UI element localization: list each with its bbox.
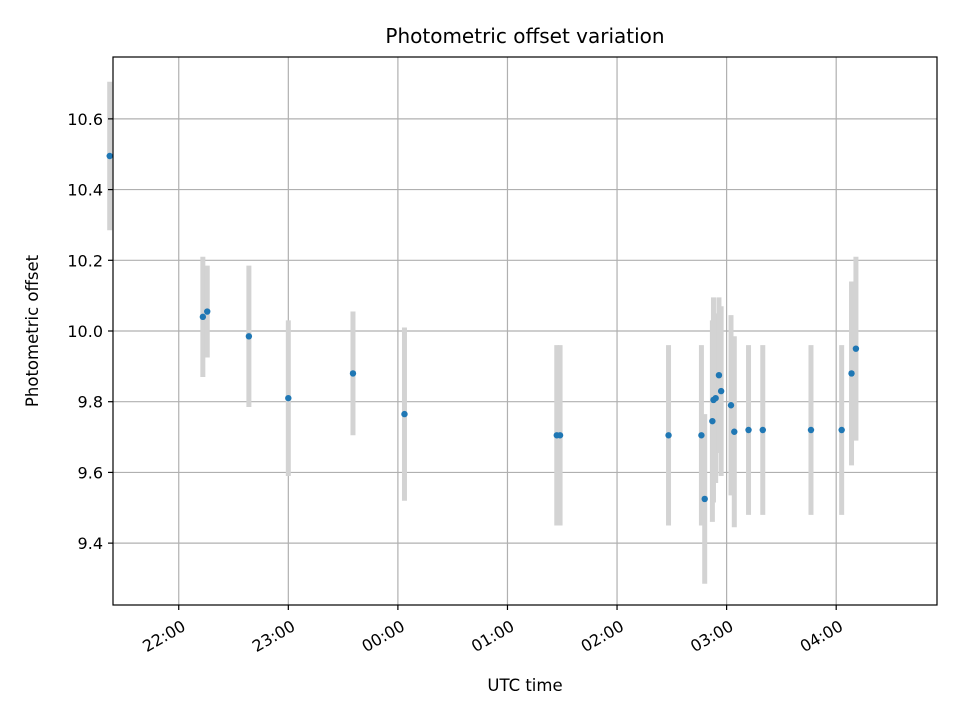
data-point xyxy=(712,394,719,402)
data-point xyxy=(199,313,207,321)
data-point xyxy=(709,417,716,425)
data-point xyxy=(807,426,815,434)
y-tick-label: 9.4 xyxy=(78,534,103,553)
y-tick-label: 9.6 xyxy=(78,463,103,482)
y-tick-label: 10.6 xyxy=(67,110,103,129)
chart-title: Photometric offset variation xyxy=(385,24,664,48)
data-point xyxy=(349,370,357,377)
data-point xyxy=(717,387,725,395)
data-point xyxy=(245,333,253,340)
data-point xyxy=(106,152,113,160)
data-point xyxy=(848,370,855,377)
y-tick-label: 9.8 xyxy=(78,393,103,412)
data-point xyxy=(759,426,766,434)
data-point xyxy=(852,345,860,352)
data-point xyxy=(745,426,752,434)
data-point xyxy=(285,394,292,402)
data-point xyxy=(204,308,211,315)
data-point xyxy=(401,410,408,418)
data-point xyxy=(731,428,738,435)
data-point xyxy=(715,371,723,379)
data-point xyxy=(665,432,672,439)
y-tick-label: 10.0 xyxy=(67,322,103,341)
y-tick-label: 10.4 xyxy=(67,181,103,200)
data-point xyxy=(556,432,564,439)
data-point xyxy=(838,426,845,434)
data-point xyxy=(698,432,705,439)
y-axis-title: Photometric offset xyxy=(23,254,42,407)
data-point xyxy=(701,495,708,503)
y-tick-label: 10.2 xyxy=(67,251,103,270)
data-points xyxy=(106,152,860,503)
x-axis-title: UTC time xyxy=(487,676,562,695)
data-point xyxy=(727,402,735,409)
